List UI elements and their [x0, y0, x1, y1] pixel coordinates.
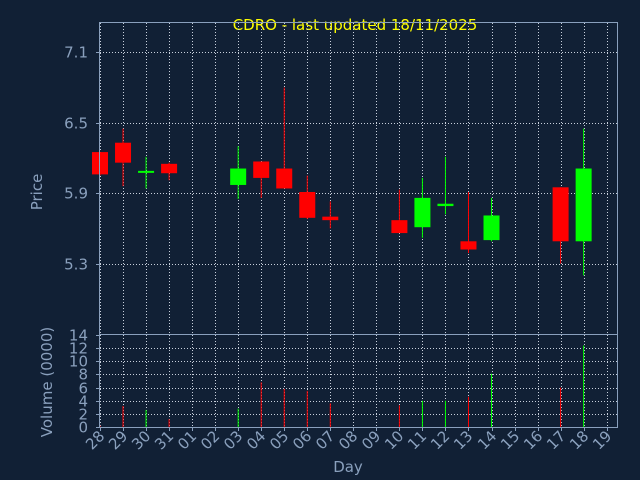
price-panel-frame: [99, 22, 618, 335]
candle-body: [253, 161, 270, 178]
volume-y-tick-label: 4: [78, 393, 88, 411]
candle-body: [276, 168, 293, 189]
volume-y-tick-label: 8: [78, 366, 88, 384]
candle-body: [414, 197, 431, 228]
volume-y-tick-label: 14: [69, 327, 88, 345]
volume-bars: [99, 345, 585, 427]
volume-y-tick-label: 0: [78, 419, 88, 437]
candle-body: [575, 168, 592, 242]
volume-y-tick-label: 12: [69, 340, 88, 358]
candle-body: [460, 241, 477, 250]
candle-body: [391, 220, 408, 234]
candle-body: [138, 170, 155, 173]
price-axis-label: Price: [28, 174, 46, 211]
volume-panel-grid: [100, 335, 617, 427]
price-y-tick-label: 6.5: [64, 115, 88, 133]
price-y-tick-label: 5.9: [64, 185, 88, 203]
candle-body: [230, 168, 247, 185]
candle-body: [322, 216, 339, 221]
chart-title: CDRO - last updated 18/11/2025: [233, 16, 478, 34]
candle-body: [299, 191, 316, 218]
volume-panel-frame: [99, 334, 618, 428]
price-candles: [92, 87, 592, 276]
volume-y-tick-label: 6: [78, 380, 88, 398]
price-y-tick-label: 5.3: [64, 256, 88, 274]
volume-y-tick-label: 2: [78, 406, 88, 424]
x-tick-label: 13: [450, 427, 476, 453]
candle-body: [552, 187, 569, 242]
x-tick-label: 19: [589, 427, 615, 453]
candle-body: [483, 215, 500, 241]
volume-y-tick-label: 10: [69, 353, 88, 371]
volume-axis-label: Volume (0000): [38, 327, 56, 437]
candle-body: [161, 163, 178, 174]
x-axis-label: Day: [333, 458, 363, 476]
candle-body: [437, 203, 454, 207]
price-y-tick-label: 7.1: [64, 44, 88, 62]
price-panel-grid: [100, 23, 617, 334]
candle-body: [115, 142, 132, 163]
